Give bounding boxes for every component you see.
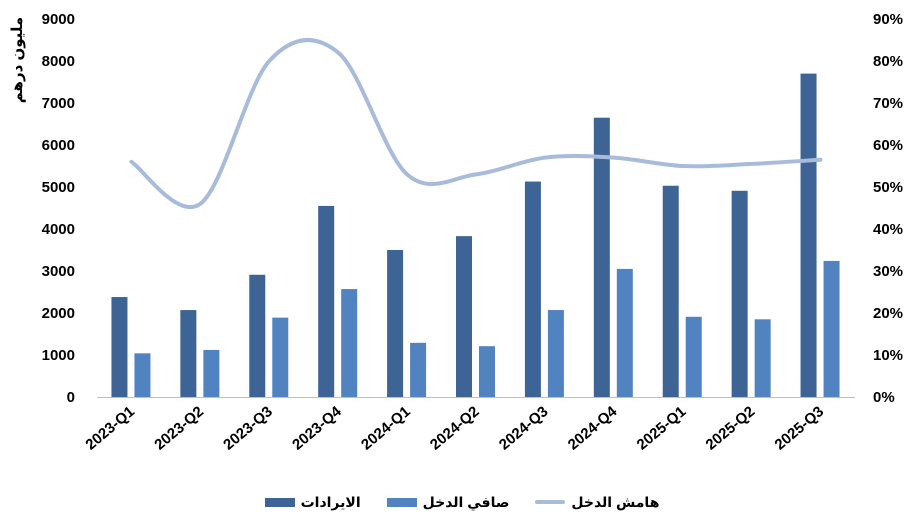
y-tick-label-right: 80% bbox=[873, 53, 903, 70]
bar-revenue bbox=[593, 117, 610, 397]
y-tick-label-right: 40% bbox=[873, 221, 903, 238]
bar-revenue bbox=[111, 297, 128, 397]
x-tick-label: 2025-Q1 bbox=[634, 403, 690, 454]
x-tick-label: 2024-Q1 bbox=[358, 403, 414, 454]
bar-revenue bbox=[524, 181, 541, 397]
y-tick-label-right: 60% bbox=[873, 137, 903, 154]
legend: الايرادات صافي الدخل هامش الدخل bbox=[0, 490, 924, 514]
y-tick-label-left: 5000 bbox=[42, 179, 75, 196]
bar-net-income bbox=[685, 316, 702, 397]
y-tick-label-left: 1000 bbox=[42, 347, 75, 364]
y-tick-label-right: 0% bbox=[873, 389, 895, 406]
legend-item-margin: هامش الدخل bbox=[535, 494, 659, 511]
y-tick-label-left: 2000 bbox=[42, 305, 75, 322]
y-tick-label-left: 8000 bbox=[42, 53, 75, 70]
bar-revenue bbox=[731, 190, 748, 397]
bar-net-income bbox=[410, 342, 427, 397]
y-axis-label: مليون درهم bbox=[9, 17, 26, 103]
bar-revenue bbox=[800, 73, 817, 397]
bar-revenue bbox=[662, 185, 679, 397]
bar-net-income bbox=[616, 268, 633, 397]
y-tick-label-left: 9000 bbox=[42, 11, 75, 28]
x-tick-label: 2025-Q2 bbox=[703, 403, 759, 454]
y-tick-label-left: 0 bbox=[67, 389, 75, 406]
y-tick-label-left: 6000 bbox=[42, 137, 75, 154]
bar-revenue bbox=[456, 236, 472, 397]
x-tick-label: 2023-Q1 bbox=[82, 403, 138, 454]
y-tick-label-left: 4000 bbox=[42, 221, 75, 238]
bar-revenue bbox=[318, 205, 335, 397]
y-tick-label-right: 90% bbox=[873, 11, 903, 28]
y-tick-label-right: 70% bbox=[873, 95, 903, 112]
y-tick-label-right: 10% bbox=[873, 347, 903, 364]
legend-label-margin: هامش الدخل bbox=[571, 493, 660, 510]
bar-net-income bbox=[754, 319, 771, 397]
bar-net-income bbox=[479, 346, 495, 397]
legend-swatch-revenue bbox=[264, 497, 295, 507]
bar-net-income bbox=[272, 317, 289, 397]
y-tick-label-left: 3000 bbox=[42, 263, 75, 280]
y-tick-label-right: 30% bbox=[873, 263, 903, 280]
x-tick-label: 2024-Q4 bbox=[565, 403, 621, 454]
bar-net-income bbox=[134, 353, 151, 397]
x-tick-label: 2024-Q2 bbox=[427, 403, 483, 454]
y-tick-label-right: 20% bbox=[873, 305, 903, 322]
legend-swatch-net-income bbox=[386, 497, 417, 507]
legend-swatch-margin bbox=[535, 500, 566, 504]
bar-net-income bbox=[547, 310, 564, 397]
bar-net-income bbox=[823, 260, 840, 397]
x-tick-label: 2024-Q3 bbox=[496, 403, 552, 454]
y-tick-label-left: 7000 bbox=[42, 95, 75, 112]
legend-item-revenue: الايرادات bbox=[264, 493, 361, 511]
x-tick-label: 2023-Q2 bbox=[151, 403, 207, 454]
x-tick-label: 2025-Q3 bbox=[771, 403, 827, 454]
legend-label-net-income: صافي الدخل bbox=[422, 493, 510, 510]
bar-revenue bbox=[180, 310, 197, 397]
bar-net-income bbox=[203, 349, 220, 397]
line-income-margin bbox=[129, 38, 823, 209]
x-tick-label: 2023-Q4 bbox=[289, 403, 345, 454]
bar-revenue bbox=[387, 250, 404, 397]
legend-label-revenue: الايرادات bbox=[300, 493, 361, 510]
legend-item-net-income: صافي الدخل bbox=[386, 493, 510, 511]
y-tick-label-right: 50% bbox=[873, 179, 903, 196]
bar-net-income bbox=[341, 289, 358, 397]
bar-revenue bbox=[249, 274, 266, 397]
x-tick-label: 2023-Q3 bbox=[220, 403, 276, 454]
